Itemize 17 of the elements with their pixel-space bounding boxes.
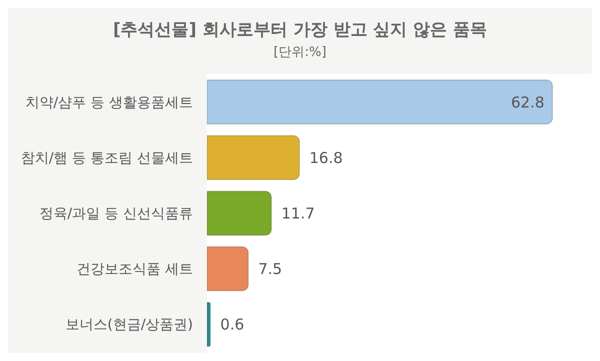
y-tick-label: 건강보조식품 세트 bbox=[76, 262, 193, 278]
bar bbox=[207, 190, 272, 236]
y-tick-label: 정육/과일 등 신선식품류 bbox=[39, 206, 193, 222]
data-label: 11.7 bbox=[281, 204, 315, 222]
bar bbox=[207, 302, 211, 347]
data-label: 16.8 bbox=[309, 148, 343, 167]
data-label: 7.5 bbox=[258, 260, 282, 278]
chart-title: [추석선물] 회사로부터 가장 받고 싶지 않은 품목 bbox=[112, 19, 488, 41]
y-tick-label: 보너스(현금/상품권) bbox=[65, 317, 193, 334]
bar bbox=[207, 135, 300, 180]
bar bbox=[207, 246, 249, 292]
chart-subtitle: [단위:%] bbox=[272, 44, 328, 61]
y-tick-label: 치약/샴푸 등 생활용품세트 bbox=[25, 94, 193, 111]
data-label: 62.8 bbox=[510, 93, 544, 112]
data-label: 0.6 bbox=[220, 316, 244, 334]
y-tick-label: 참치/햄 등 통조림 선물세트 bbox=[20, 150, 193, 166]
bar bbox=[207, 80, 553, 124]
